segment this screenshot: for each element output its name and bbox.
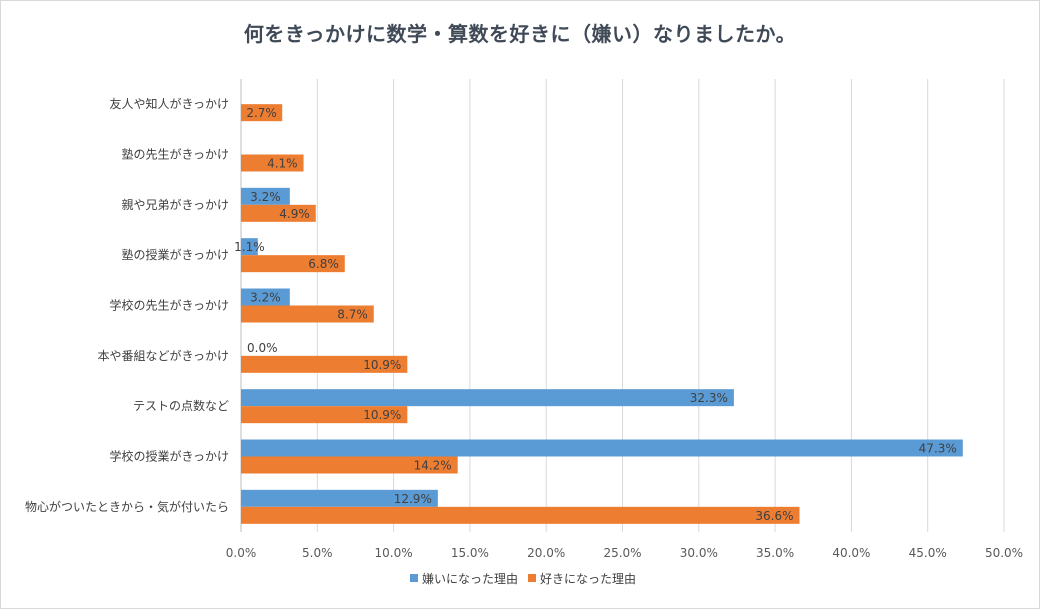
data-label: 0.0% — [247, 341, 278, 355]
legend-label-like: 好きになった理由 — [540, 572, 636, 586]
category-label: 塾の授業がきっかけ — [121, 247, 229, 262]
bar-like — [241, 355, 408, 373]
data-label: 14.2% — [414, 459, 452, 473]
legend-swatch-dislike — [410, 574, 418, 582]
bar-like — [241, 255, 345, 273]
x-tick-label: 40.0% — [832, 546, 870, 560]
category-label: 学校の先生がきっかけ — [109, 298, 229, 313]
x-tick-label: 20.0% — [527, 546, 565, 560]
data-label: 47.3% — [919, 442, 957, 456]
category-label: 物心がついたときから・気が付いたら — [25, 499, 229, 514]
bar-like — [241, 204, 316, 222]
x-tick-label: 15.0% — [451, 546, 489, 560]
bar-like — [241, 154, 304, 172]
data-label: 10.9% — [363, 358, 401, 372]
bar-like — [241, 456, 458, 474]
category-label: 塾の先生がきっかけ — [121, 147, 229, 162]
category-label: 学校の授業がきっかけ — [109, 449, 229, 464]
x-tick-label: 5.0% — [302, 546, 333, 560]
data-label: 3.2% — [250, 190, 281, 204]
bar-like — [241, 305, 374, 323]
data-label: 12.9% — [394, 492, 432, 506]
x-tick-label: 30.0% — [680, 546, 718, 560]
legend-swatch-like — [528, 574, 536, 582]
bar-dislike — [241, 439, 963, 457]
x-tick-label: 35.0% — [756, 546, 794, 560]
x-tick-label: 50.0% — [985, 546, 1023, 560]
data-label: 4.1% — [267, 157, 298, 171]
bar-dislike — [241, 187, 290, 205]
bar-like — [241, 506, 800, 524]
data-label: 32.3% — [690, 391, 728, 405]
data-label: 10.9% — [363, 408, 401, 422]
x-tick-label: 25.0% — [603, 546, 641, 560]
data-label: 4.9% — [279, 207, 310, 221]
data-label: 36.6% — [755, 509, 793, 523]
bar-dislike — [241, 489, 438, 507]
x-tick-label: 45.0% — [909, 546, 947, 560]
data-label: 2.7% — [246, 106, 277, 120]
data-label: 6.8% — [308, 257, 339, 271]
category-label: テストの点数など — [133, 398, 229, 413]
x-tick-label: 0.0% — [226, 546, 257, 560]
category-label: 本や番組などがきっかけ — [97, 348, 229, 363]
x-tick-label: 10.0% — [375, 546, 413, 560]
legend-label-dislike: 嫌いになった理由 — [422, 572, 518, 586]
data-label: 3.2% — [250, 291, 281, 305]
bar-like — [241, 104, 283, 122]
bar-dislike — [241, 238, 258, 256]
category-label: 友人や知人がきっかけ — [109, 96, 229, 111]
bar-dislike — [241, 389, 734, 407]
chart-title: 何をきっかけに数学・算数を好きに（嫌い）なりましたか。 — [243, 22, 797, 46]
bar-like — [241, 406, 408, 424]
category-label: 親や兄弟がきっかけ — [121, 197, 229, 212]
data-label: 8.7% — [337, 308, 368, 322]
bar-dislike — [241, 288, 290, 306]
data-label: 1.1% — [234, 240, 265, 254]
